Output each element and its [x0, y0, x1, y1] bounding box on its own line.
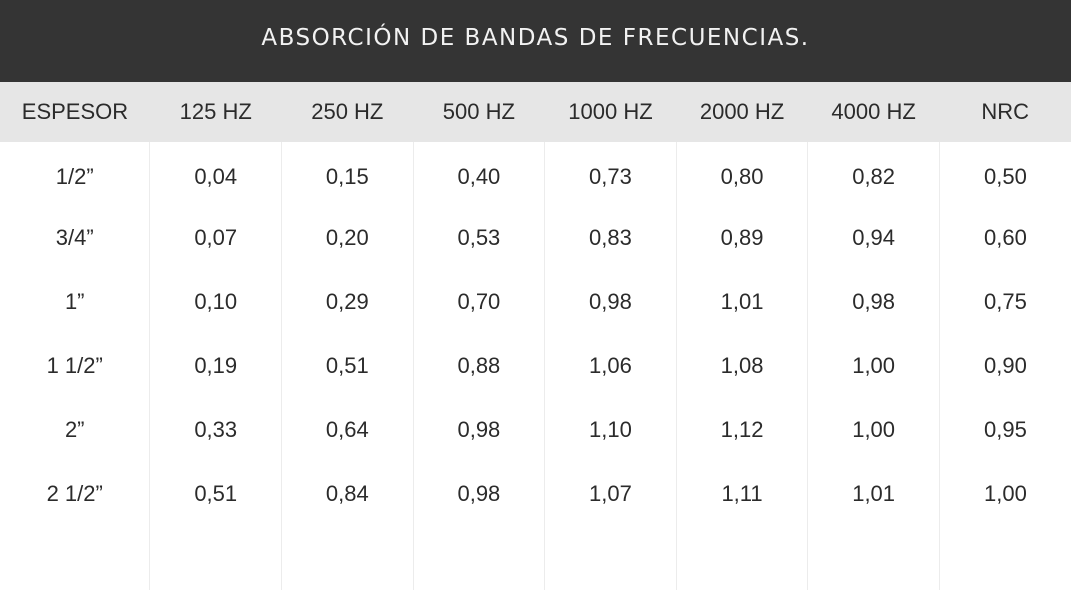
cell-espesor: 1” — [64, 289, 85, 314]
cell-250hz: 0,84 — [281, 462, 414, 526]
cell-125hz: 0,10 — [149, 270, 282, 334]
cell-500hz: 0,98 — [412, 462, 545, 526]
cell-250hz: 0,29 — [281, 270, 414, 334]
cell-125hz: 0,51 — [149, 462, 282, 526]
cell-500hz: 0,70 — [412, 270, 545, 334]
cell-125hz: 0,07 — [149, 206, 282, 270]
cell-250hz: 0,15 — [281, 142, 414, 206]
cell-nrc: 0,95 — [938, 398, 1071, 462]
cell-250hz: 0,64 — [281, 398, 414, 462]
cell-4000hz: 0,94 — [807, 206, 940, 270]
cell-2000hz: 1,11 — [675, 462, 808, 526]
header-row: ESPESOR 125 HZ 250 HZ 500 HZ 1000 HZ 200… — [0, 82, 1071, 142]
column-header-4000hz: 4000 HZ — [831, 99, 916, 124]
table-bottom-spacer — [0, 526, 1071, 590]
cell-espesor: 3/4” — [55, 225, 94, 250]
column-header-nrc: NRC — [981, 99, 1030, 124]
table-row: 2 1/2” 0,51 0,84 0,98 1,07 1,11 1,01 1,0… — [0, 462, 1071, 526]
table-row: 1/2” 0,04 0,15 0,40 0,73 0,80 0,82 0,50 — [0, 142, 1071, 206]
cell-espesor: 2 1/2” — [46, 481, 103, 506]
cell-125hz: 0,04 — [149, 142, 282, 206]
table-row: 2” 0,33 0,64 0,98 1,10 1,12 1,00 0,95 — [0, 398, 1071, 462]
cell-4000hz: 1,01 — [807, 462, 940, 526]
cell-espesor: 2” — [64, 417, 85, 442]
cell-125hz: 0,33 — [149, 398, 282, 462]
cell-4000hz: 0,82 — [807, 142, 940, 206]
cell-2000hz: 0,80 — [675, 142, 808, 206]
cell-500hz: 0,88 — [412, 334, 545, 398]
cell-2000hz: 1,12 — [675, 398, 808, 462]
cell-500hz: 0,40 — [412, 142, 545, 206]
cell-1000hz: 0,83 — [544, 206, 677, 270]
table-row: 1 1/2” 0,19 0,51 0,88 1,06 1,08 1,00 0,9… — [0, 334, 1071, 398]
column-header-2000hz: 2000 HZ — [699, 99, 785, 124]
cell-4000hz: 1,00 — [807, 334, 940, 398]
cell-espesor: 1 1/2” — [46, 353, 103, 378]
cell-2000hz: 1,01 — [675, 270, 808, 334]
cell-2000hz: 1,08 — [675, 334, 808, 398]
cell-1000hz: 1,10 — [544, 398, 677, 462]
cell-1000hz: 1,06 — [544, 334, 677, 398]
cell-4000hz: 1,00 — [807, 398, 940, 462]
table-row: 1” 0,10 0,29 0,70 0,98 1,01 0,98 0,75 — [0, 270, 1071, 334]
absorption-table: ESPESOR 125 HZ 250 HZ 500 HZ 1000 HZ 200… — [0, 82, 1071, 590]
cell-nrc: 0,90 — [938, 334, 1071, 398]
cell-500hz: 0,53 — [412, 206, 545, 270]
cell-4000hz: 0,98 — [807, 270, 940, 334]
cell-125hz: 0,19 — [149, 334, 282, 398]
table-title: ABSORCIÓN DE BANDAS DE FRECUENCIAS. — [261, 25, 810, 51]
column-header-espesor: ESPESOR — [21, 99, 129, 124]
cell-1000hz: 0,98 — [544, 270, 677, 334]
cell-250hz: 0,20 — [281, 206, 414, 270]
cell-1000hz: 0,73 — [544, 142, 677, 206]
cell-2000hz: 0,89 — [675, 206, 808, 270]
cell-nrc: 0,75 — [938, 270, 1071, 334]
column-header-1000hz: 1000 HZ — [568, 99, 653, 124]
title-bar: ABSORCIÓN DE BANDAS DE FRECUENCIAS. — [0, 0, 1071, 82]
cell-nrc: 1,00 — [938, 462, 1071, 526]
cell-250hz: 0,51 — [281, 334, 414, 398]
column-header-125hz: 125 HZ — [179, 99, 252, 124]
cell-1000hz: 1,07 — [544, 462, 677, 526]
cell-nrc: 0,50 — [938, 142, 1071, 206]
column-header-250hz: 250 HZ — [311, 99, 384, 124]
cell-nrc: 0,60 — [938, 206, 1071, 270]
cell-espesor: 1/2” — [55, 164, 94, 189]
table-row: 3/4” 0,07 0,20 0,53 0,83 0,89 0,94 0,60 — [0, 206, 1071, 270]
cell-500hz: 0,98 — [412, 398, 545, 462]
column-header-500hz: 500 HZ — [442, 99, 515, 124]
